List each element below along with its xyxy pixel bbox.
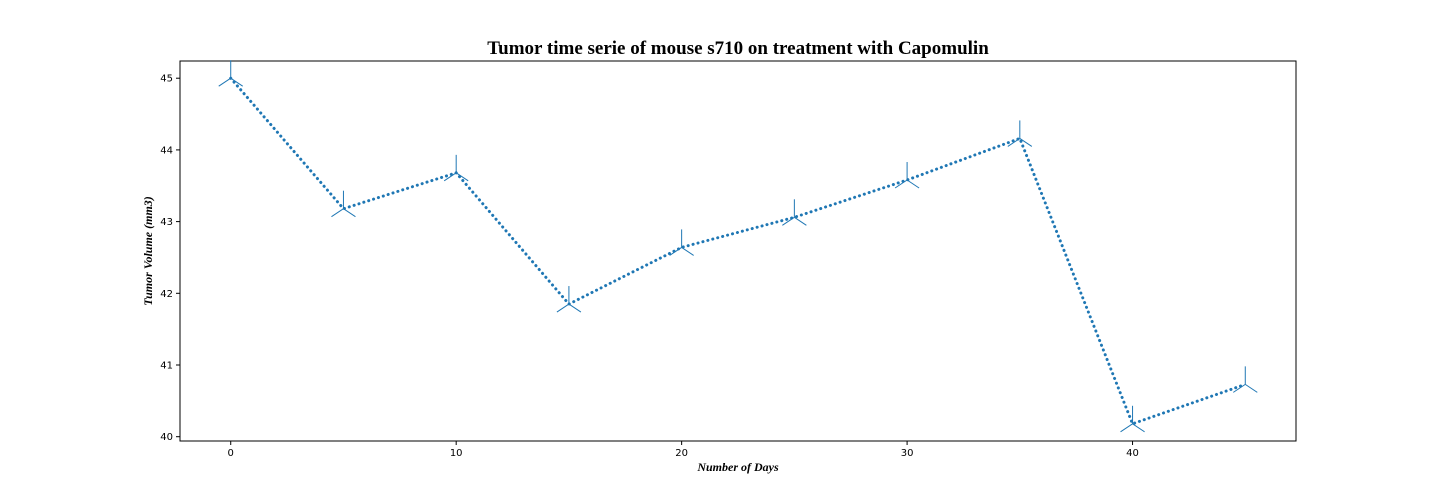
data-point-marker <box>556 286 582 313</box>
y-tick-label: 44 <box>160 145 173 156</box>
plot-area <box>179 60 1297 442</box>
data-point-marker <box>443 154 469 182</box>
y-tick-label: 40 <box>160 432 173 443</box>
y-axis-ticks: 40 41 42 43 44 45 <box>160 74 180 443</box>
data-point-marker <box>782 199 807 226</box>
data-point-marker <box>218 60 244 87</box>
y-axis-label: Tumor Volume (mm3) <box>141 196 155 306</box>
data-point-marker <box>331 190 356 218</box>
x-tick-label: 20 <box>675 448 688 459</box>
series-line <box>229 76 1247 426</box>
x-tick-label: 40 <box>1126 448 1139 459</box>
x-tick-label: 10 <box>450 448 463 459</box>
x-axis-label: Number of Days <box>696 460 779 474</box>
y-tick-label: 41 <box>160 361 173 372</box>
y-tick-label: 42 <box>160 289 173 300</box>
data-point-marker <box>1007 120 1033 147</box>
y-tick-label: 45 <box>160 74 173 85</box>
x-axis-ticks: 0 10 20 30 40 <box>228 441 1139 459</box>
x-tick-label: 0 <box>228 448 234 459</box>
data-point-marker <box>894 162 920 189</box>
data-point-marker <box>1232 366 1258 393</box>
data-point-marker <box>669 229 694 256</box>
chart-title: Tumor time serie of mouse s710 on treatm… <box>487 38 989 59</box>
data-point-marker <box>1120 405 1145 433</box>
series-group <box>218 60 1258 433</box>
y-tick-label: 43 <box>160 217 173 228</box>
x-tick-label: 30 <box>901 448 914 459</box>
